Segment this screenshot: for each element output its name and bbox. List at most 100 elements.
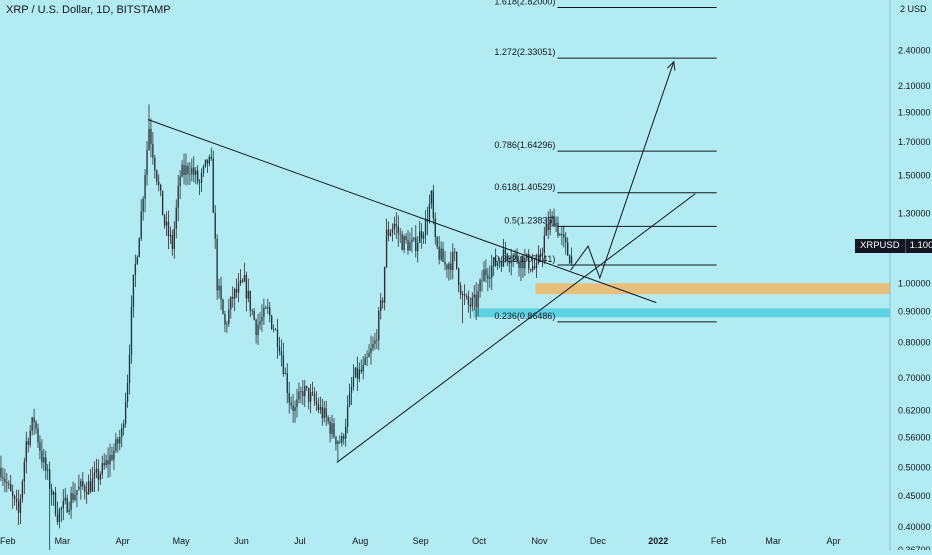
candle-body [128, 354, 131, 384]
candle-body [144, 175, 146, 199]
candle-body [415, 237, 417, 252]
time-tick-label: Jul [294, 536, 306, 546]
candle-body [54, 492, 57, 515]
candle-body [360, 369, 362, 372]
candle-body [241, 280, 244, 282]
candle-body [265, 307, 267, 309]
candle-body [456, 251, 458, 269]
candle-body [561, 234, 563, 236]
candle-body [230, 296, 232, 310]
candle-body [267, 307, 269, 309]
candle-body [138, 238, 140, 258]
candle-body [216, 238, 218, 291]
candle-body [514, 253, 516, 256]
time-tick-label: May [173, 536, 191, 546]
candle-body [440, 248, 442, 260]
candle-body [126, 383, 129, 403]
candle-body [58, 509, 61, 523]
zone-orange [535, 283, 890, 295]
candle-body [52, 492, 55, 495]
candle-body [467, 295, 470, 305]
candle-body [477, 291, 479, 308]
candle-body [195, 170, 197, 175]
candle-body [84, 486, 86, 492]
candle-body [565, 237, 567, 243]
candle-body [185, 165, 187, 175]
candle-body [158, 181, 160, 185]
candle-body [220, 285, 222, 300]
candle-body [17, 501, 20, 513]
candle-body [202, 166, 205, 173]
fib-level-label: 0.786(1.64296) [494, 140, 555, 150]
candle-body [148, 128, 150, 150]
candle-body [304, 386, 306, 397]
candle-body [23, 461, 26, 482]
candle-body [405, 236, 407, 240]
candle-body [56, 514, 59, 523]
candle-body [45, 457, 47, 471]
candle-body [545, 223, 547, 236]
time-tick-label: Apr [827, 536, 841, 546]
candle-body [518, 261, 520, 269]
candle-body [391, 229, 394, 233]
candle-body [290, 402, 292, 406]
candle-body [494, 257, 497, 266]
candle-body [461, 294, 464, 295]
candle-body [232, 296, 234, 299]
candle-body [311, 392, 314, 394]
candle-body [457, 268, 460, 286]
candle-body [119, 437, 121, 444]
candle-body [325, 408, 327, 418]
candle-body [354, 367, 357, 377]
candle-body [489, 277, 491, 279]
chart-title: XRP / U.S. Dollar, 1D, BITSTAMP [6, 4, 171, 16]
projection-path [570, 61, 675, 280]
candle-body [531, 266, 534, 271]
candle-body [130, 307, 133, 355]
candle-body [263, 307, 265, 317]
candle-body [95, 468, 98, 473]
zone-cyan [473, 308, 890, 318]
candle-body [142, 198, 144, 212]
candle-body [37, 428, 39, 443]
candle-body [343, 436, 345, 439]
candle-body [568, 255, 571, 264]
time-tick-label: Jun [234, 536, 249, 546]
time-tick-label: Aug [352, 536, 368, 546]
candle-body [200, 172, 203, 183]
candle-body [179, 176, 181, 187]
price-axis-currency: 2 USD [900, 4, 927, 14]
candle-body [551, 215, 553, 220]
candle-body [189, 173, 191, 175]
candle-body [319, 406, 322, 410]
candle-body [313, 393, 316, 401]
price-badge: XRPUSD 1.10052 [855, 239, 932, 253]
candle-body [376, 340, 378, 342]
candle-body [475, 294, 477, 308]
price-tick-label: 2.10000 [898, 81, 931, 91]
candle-body [191, 167, 193, 175]
candle-body [331, 423, 333, 434]
candle-body [438, 246, 440, 260]
candle-body [302, 391, 304, 397]
candle-body [385, 229, 388, 268]
candle-body [105, 460, 107, 466]
zones-layer [473, 283, 890, 318]
candle-body [417, 242, 419, 252]
candle-body [539, 254, 542, 257]
candle-body [374, 340, 376, 345]
candle-body [543, 235, 546, 253]
candle-body [85, 491, 88, 495]
time-tick-label: Feb [0, 536, 16, 546]
price-tick-label: 0.40000 [898, 522, 931, 532]
candle-body [19, 498, 22, 513]
candle-body [401, 234, 403, 250]
time-tick-label: Dec [590, 536, 607, 546]
price-tick-label: 0.56000 [898, 433, 931, 443]
candle-body [520, 256, 522, 269]
candle-body [395, 223, 397, 227]
candle-body [78, 486, 80, 491]
candle-body [228, 309, 230, 324]
